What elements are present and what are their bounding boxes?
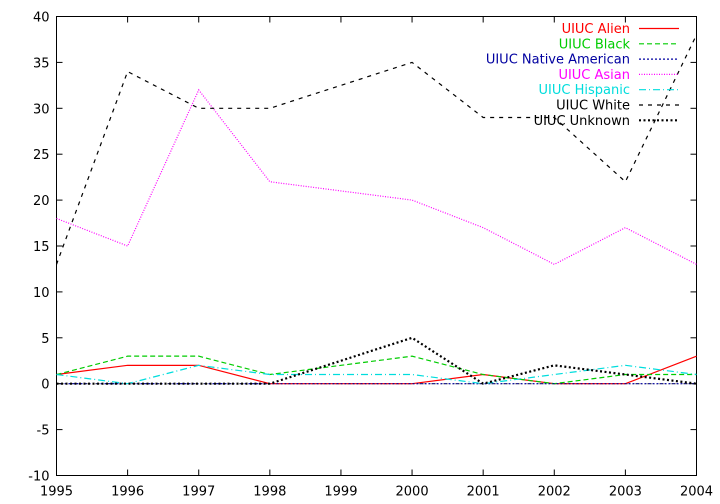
legend-label-uiuc-native-american: UIUC Native American: [486, 53, 630, 68]
y-tick-label: 20: [33, 194, 50, 209]
x-tick-label: 2000: [396, 485, 429, 500]
series-line-uiuc-white: [55, 34, 698, 265]
y-tick-label: 30: [33, 102, 50, 117]
series-line-uiuc-black: [56, 355, 697, 385]
x-tick-label: 1995: [40, 485, 73, 500]
x-tick-label: 2001: [467, 485, 500, 500]
x-tick-label: 2002: [538, 485, 571, 500]
y-tick-label: 25: [33, 148, 50, 163]
y-tick-label: 10: [33, 286, 50, 301]
x-tick-label: 1996: [111, 485, 144, 500]
series-line-uiuc-hispanic: [56, 364, 697, 385]
x-tick-label: 2003: [609, 485, 642, 500]
tick-marks: [56, 16, 697, 476]
legend-label-uiuc-unknown: UIUC Unknown: [534, 114, 630, 129]
series-lines: [55, 34, 698, 385]
legend-label-uiuc-asian: UIUC Asian: [558, 68, 630, 83]
y-tick-label: 40: [33, 11, 50, 26]
x-tick-label: 1999: [324, 485, 357, 500]
legend-label-uiuc-white: UIUC White: [556, 99, 630, 114]
series-line-uiuc-alien: [56, 355, 697, 385]
legend-label-uiuc-alien: UIUC Alien: [562, 22, 630, 37]
series-line-uiuc-unknown: [56, 336, 697, 385]
y-tick-label: 5: [41, 332, 49, 347]
legend-label-uiuc-black: UIUC Black: [559, 37, 631, 52]
x-tick-label: 1997: [182, 485, 215, 500]
y-tick-label: -5: [37, 424, 50, 439]
y-tick-labels: -10 -5 0 5 10 15 20 25 30 35 40: [28, 11, 49, 485]
y-tick-label: 35: [33, 56, 50, 71]
y-tick-label: -10: [28, 470, 49, 485]
x-tick-label: 2004: [680, 485, 713, 500]
y-tick-label: 0: [41, 378, 49, 393]
x-tick-label: 1998: [253, 485, 286, 500]
y-tick-label: 15: [33, 240, 50, 255]
legend-label-uiuc-hispanic: UIUC Hispanic: [539, 83, 630, 98]
x-tick-labels: 1995 1996 1997 1998 1999 2000 2001 2002 2003 2004: [40, 485, 713, 500]
